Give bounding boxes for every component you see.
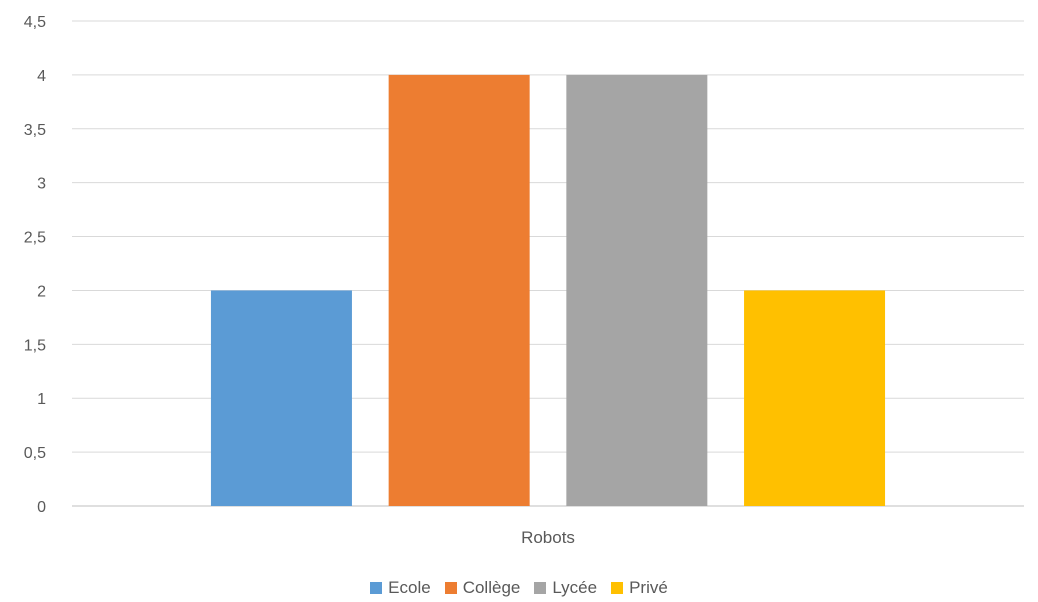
- y-tick-label: 4,5: [24, 14, 46, 31]
- legend-label: Privé: [629, 578, 668, 597]
- x-category-label: Robots: [521, 528, 575, 547]
- legend-swatch: [611, 582, 624, 594]
- y-tick-label: 2: [37, 283, 46, 300]
- bar-3: [744, 290, 886, 506]
- y-tick-label: 1: [37, 391, 46, 408]
- legend-swatch: [370, 582, 383, 594]
- bar-chart: 0 0,5 1 1,5 2 2,5 3 3,5 4 4,5 Robots: [24, 14, 1024, 547]
- legend-item: Collège: [444, 578, 521, 598]
- bar-2: [566, 74, 708, 506]
- y-tick-label: 3,5: [24, 122, 46, 139]
- y-tick-label: 3: [37, 176, 46, 193]
- legend-label: Ecole: [388, 578, 431, 597]
- y-tick-label: 4: [37, 68, 46, 85]
- y-axis-ticks: 0 0,5 1 1,5 2 2,5 3 3,5 4 4,5: [24, 14, 46, 516]
- bar-1: [388, 74, 530, 506]
- legend-swatch: [534, 582, 547, 594]
- legend-item: Ecole: [370, 578, 431, 598]
- legend-item: Privé: [611, 578, 668, 598]
- y-tick-label: 2,5: [24, 230, 46, 247]
- legend-swatch: [444, 582, 457, 594]
- y-tick-label: 0,5: [24, 445, 46, 462]
- bars: [210, 74, 886, 506]
- y-tick-label: 0: [37, 499, 46, 516]
- bar-0: [210, 290, 352, 506]
- x-axis-categories: Robots: [521, 528, 575, 547]
- legend-label: Collège: [462, 578, 521, 597]
- legend-item: Lycée: [534, 578, 597, 598]
- legend-label: Lycée: [552, 578, 598, 597]
- legend: Ecole Collège Lycée Privé: [0, 578, 1038, 598]
- y-tick-label: 1,5: [24, 337, 46, 354]
